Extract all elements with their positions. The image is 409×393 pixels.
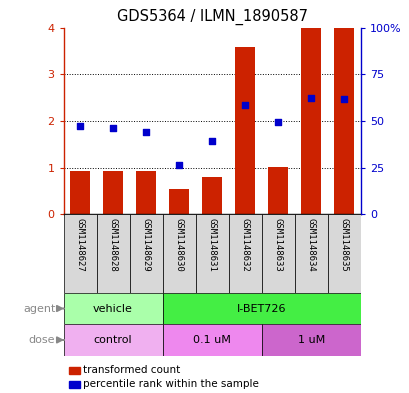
Point: [76, 122, 83, 129]
Bar: [202, 177, 222, 214]
Bar: [162, 214, 195, 293]
Bar: [70, 171, 90, 214]
Bar: [261, 214, 294, 293]
Text: I-BET726: I-BET726: [236, 303, 286, 314]
Bar: [63, 324, 162, 356]
Text: GSM1148634: GSM1148634: [306, 218, 315, 272]
Text: 0.1 uM: 0.1 uM: [193, 335, 231, 345]
Bar: [228, 214, 261, 293]
Text: agent: agent: [23, 303, 55, 314]
Point: [241, 102, 248, 108]
Text: vehicle: vehicle: [93, 303, 133, 314]
Text: GSM1148633: GSM1148633: [273, 218, 282, 272]
Text: GSM1148629: GSM1148629: [141, 218, 150, 272]
Bar: [301, 28, 320, 214]
Text: control: control: [94, 335, 132, 345]
Bar: [267, 167, 288, 214]
Text: GSM1148632: GSM1148632: [240, 218, 249, 272]
Text: GSM1148635: GSM1148635: [339, 218, 348, 272]
Bar: [70, 367, 80, 374]
Text: GSM1148627: GSM1148627: [75, 218, 84, 272]
Bar: [63, 214, 97, 293]
Text: GSM1148630: GSM1148630: [174, 218, 183, 272]
Point: [307, 95, 314, 101]
Text: percentile rank within the sample: percentile rank within the sample: [83, 379, 258, 389]
Bar: [129, 214, 162, 293]
Title: GDS5364 / ILMN_1890587: GDS5364 / ILMN_1890587: [117, 9, 307, 25]
Bar: [162, 324, 261, 356]
Bar: [294, 214, 327, 293]
Bar: [70, 381, 80, 388]
Text: GSM1148631: GSM1148631: [207, 218, 216, 272]
Bar: [195, 214, 228, 293]
Bar: [97, 214, 129, 293]
Text: transformed count: transformed count: [83, 365, 180, 375]
Point: [142, 129, 149, 135]
Bar: [334, 28, 353, 214]
Text: dose: dose: [29, 335, 55, 345]
Point: [175, 162, 182, 168]
Point: [340, 96, 347, 102]
Bar: [63, 293, 162, 324]
Bar: [327, 214, 360, 293]
Bar: [169, 189, 189, 214]
Bar: [136, 171, 156, 214]
Bar: [261, 324, 360, 356]
Text: 1 uM: 1 uM: [297, 335, 324, 345]
Text: GSM1148628: GSM1148628: [108, 218, 117, 272]
Bar: [103, 171, 123, 214]
Bar: [235, 47, 254, 214]
Point: [208, 138, 215, 144]
Point: [110, 125, 116, 131]
Bar: [162, 293, 360, 324]
Point: [274, 119, 281, 125]
